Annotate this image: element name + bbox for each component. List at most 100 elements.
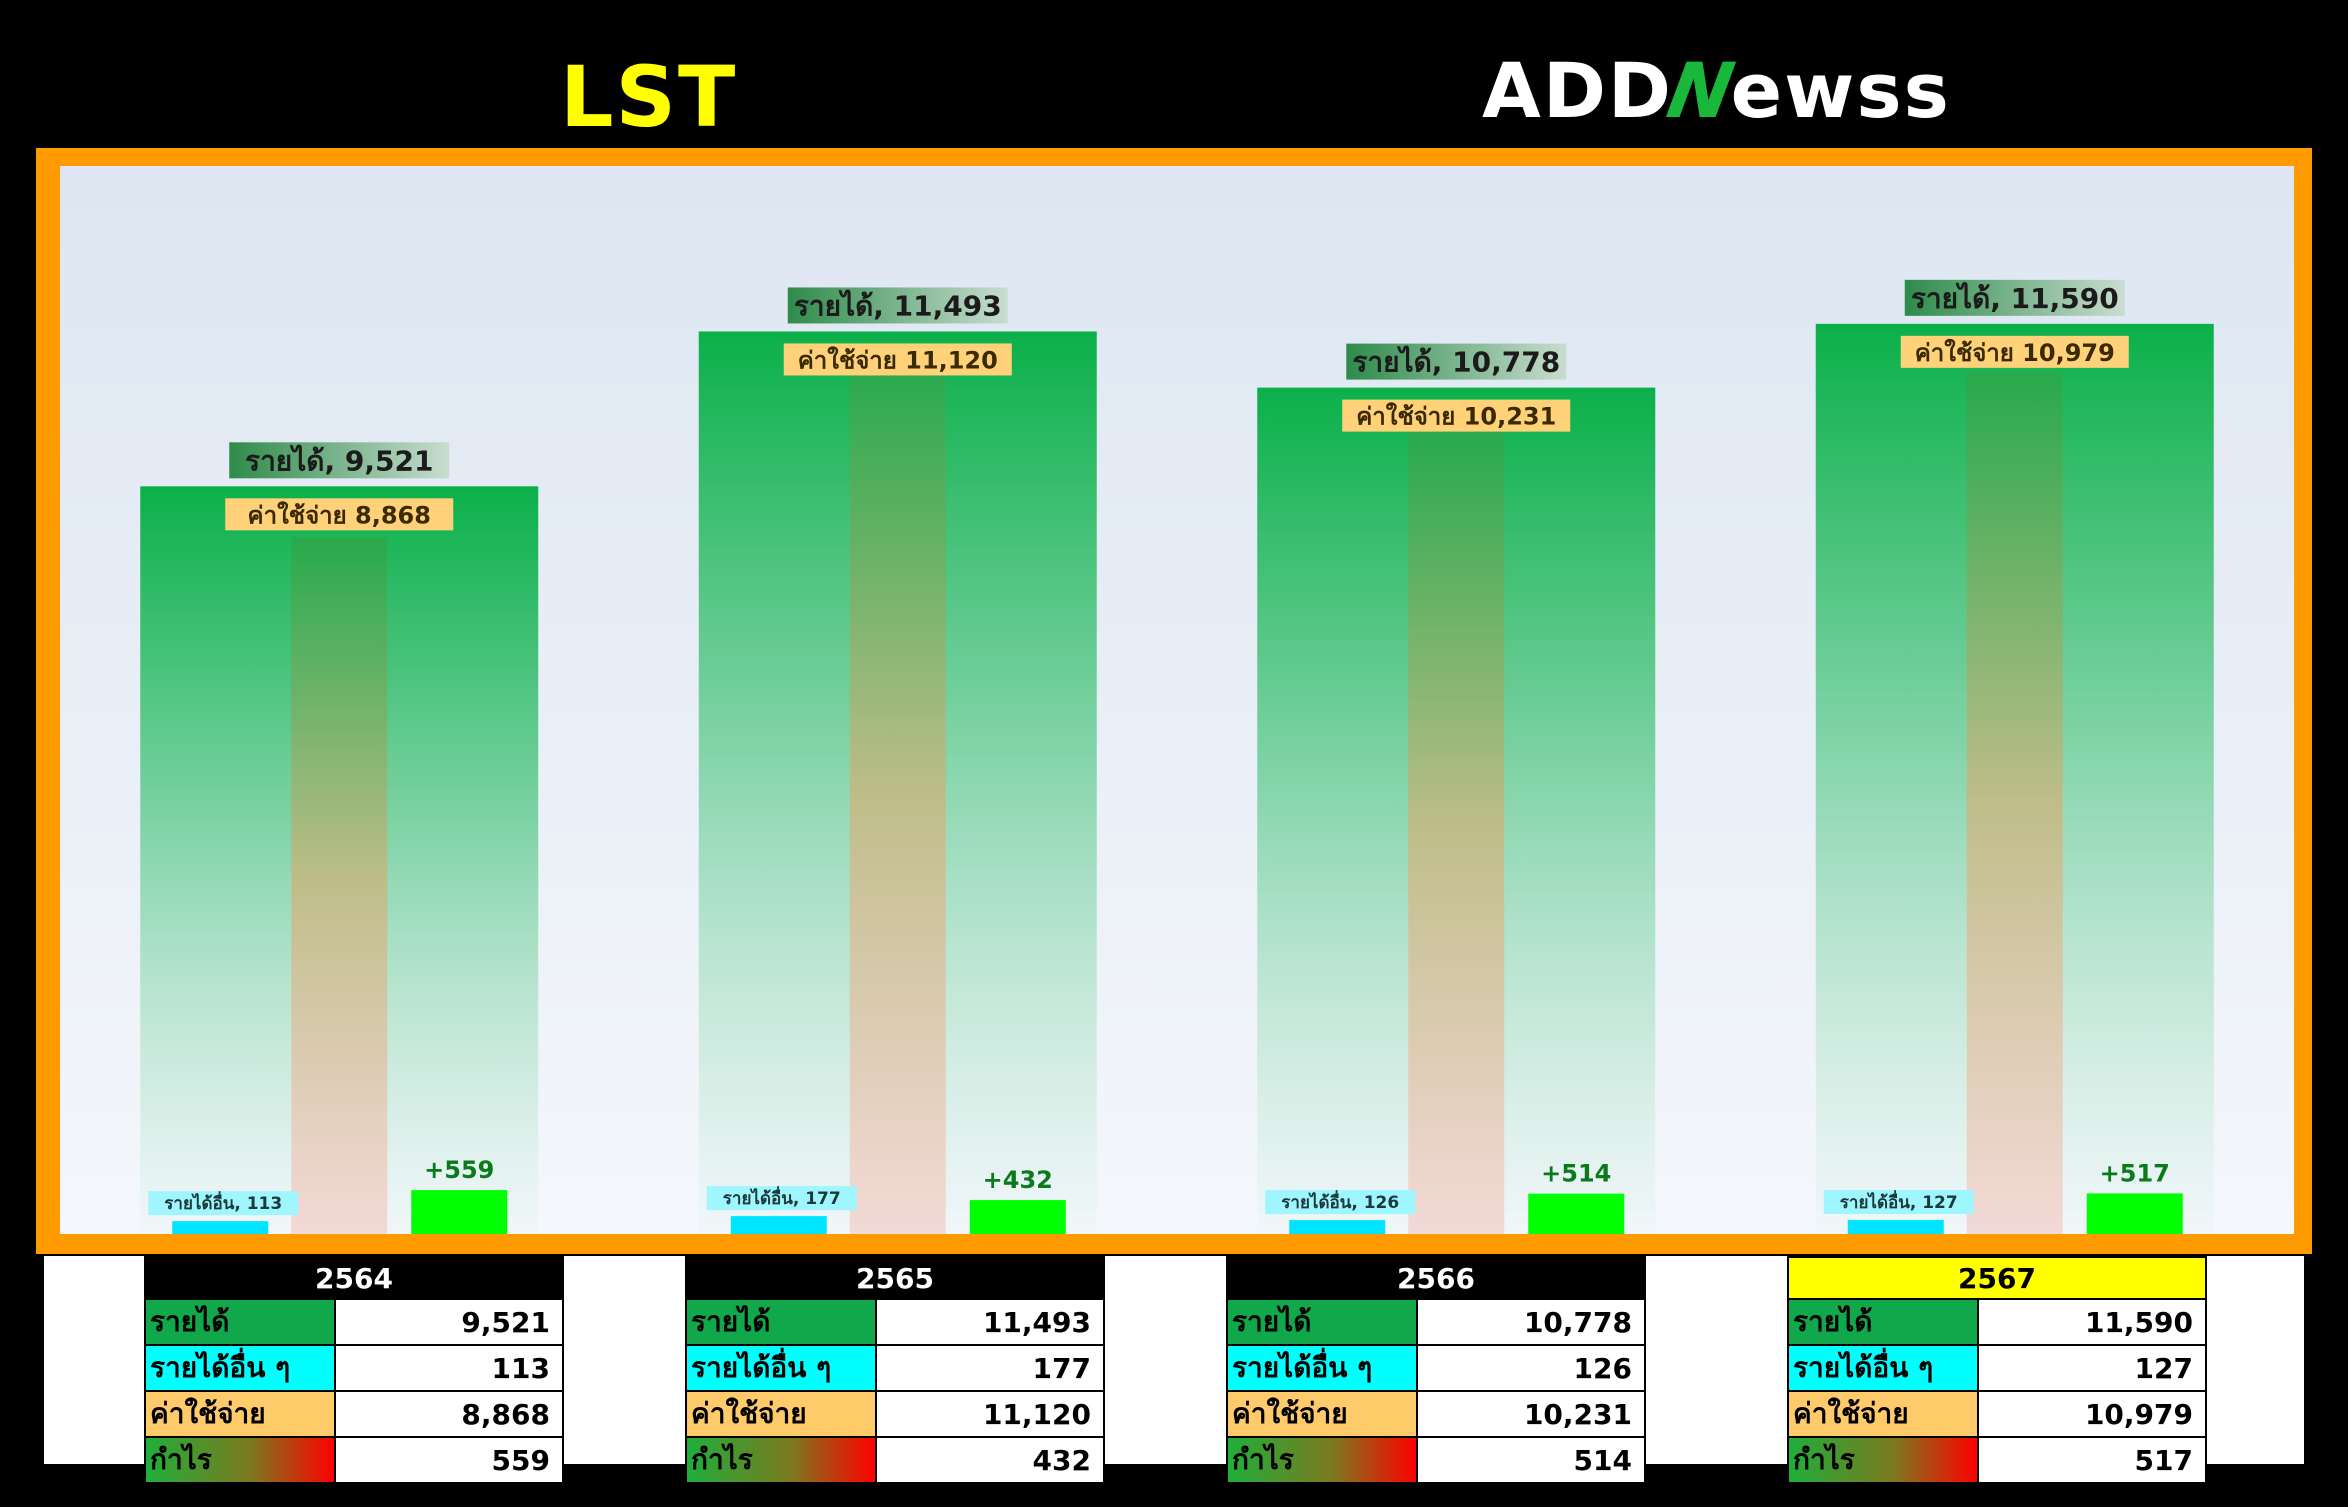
profit-label: กำไร bbox=[144, 1436, 336, 1484]
expense-label: ค่าใช้จ่าย bbox=[1787, 1390, 1979, 1438]
expense-value: 8,868 bbox=[334, 1390, 564, 1438]
profit-label: +559 bbox=[424, 1156, 494, 1184]
profit-bar bbox=[411, 1190, 508, 1234]
table-row: รายได้อื่น ๆ 126 bbox=[1226, 1344, 1646, 1392]
revenue-value: 11,590 bbox=[1977, 1298, 2207, 1346]
revenue-value: 9,521 bbox=[334, 1298, 564, 1346]
other-income-label-bg bbox=[1265, 1190, 1416, 1215]
other-income-label: รายได้อื่น, 126 bbox=[1281, 1190, 1399, 1213]
expense-label: ค่าใช้จ่าย 11,120 bbox=[798, 345, 998, 374]
table-row: รายได้อื่น ๆ 113 bbox=[144, 1344, 564, 1392]
revenue-label: รายได้ bbox=[1787, 1298, 1979, 1346]
year-table: 2566 รายได้ 10,778 รายได้อื่น ๆ 126 ค่าใช้จ่า… bbox=[1226, 1256, 1646, 1484]
year-header: 2564 bbox=[144, 1256, 564, 1300]
year-header: 2566 bbox=[1226, 1256, 1646, 1300]
other-income-label: รายได้อื่น ๆ bbox=[1226, 1344, 1418, 1392]
other-income-value: 177 bbox=[875, 1344, 1105, 1392]
table-row: กำไร 517 bbox=[1787, 1436, 2207, 1484]
revenue-label-bg bbox=[1346, 343, 1567, 380]
other-income-label-bg bbox=[148, 1191, 299, 1216]
table-row: รายได้ 10,778 bbox=[1226, 1298, 1646, 1346]
expense-label: ค่าใช้จ่าย bbox=[1226, 1390, 1418, 1438]
year-header: 2567 bbox=[1787, 1256, 2207, 1300]
summary-tables: 2564 รายได้ 9,521 รายได้อื่น ๆ 113 ค่าใช้จ่าย… bbox=[44, 1256, 2304, 1484]
other-income-bar bbox=[730, 1216, 827, 1234]
expense-label-bg bbox=[1900, 335, 2129, 368]
revenue-label: รายได้ bbox=[685, 1298, 877, 1346]
table-row: ค่าใช้จ่าย 8,868 bbox=[144, 1390, 564, 1438]
revenue-value: 10,778 bbox=[1416, 1298, 1646, 1346]
page-title: LST bbox=[560, 48, 738, 146]
logo-suffix: ewss bbox=[1730, 45, 1951, 135]
expense-value: 10,979 bbox=[1977, 1390, 2207, 1438]
other-income-label: รายได้อื่น, 127 bbox=[1840, 1190, 1958, 1213]
table-row: ค่าใช้จ่าย 10,231 bbox=[1226, 1390, 1646, 1438]
expense-value: 11,120 bbox=[875, 1390, 1105, 1438]
table-row: กำไร 432 bbox=[685, 1436, 1105, 1484]
year-header: 2565 bbox=[685, 1256, 1105, 1300]
other-income-bar bbox=[172, 1221, 269, 1234]
table-row: รายได้ 11,590 bbox=[1787, 1298, 2207, 1346]
revenue-label-bg bbox=[229, 442, 450, 479]
profit-bar bbox=[1528, 1193, 1625, 1234]
other-income-label: รายได้อื่น, 177 bbox=[723, 1186, 841, 1209]
other-income-value: 113 bbox=[334, 1344, 564, 1392]
table-row: รายได้อื่น ๆ 177 bbox=[685, 1344, 1105, 1392]
table-row: กำไร 559 bbox=[144, 1436, 564, 1484]
profit-value: 559 bbox=[334, 1436, 564, 1484]
expense-bar bbox=[1966, 371, 2063, 1234]
expense-label: ค่าใช้จ่าย bbox=[144, 1390, 336, 1438]
other-income-label: รายได้อื่น ๆ bbox=[144, 1344, 336, 1392]
expense-label-bg bbox=[225, 498, 454, 531]
other-income-label: รายได้อื่น ๆ bbox=[685, 1344, 877, 1392]
other-income-label: รายได้อื่น, 113 bbox=[164, 1191, 282, 1214]
profit-bar bbox=[969, 1200, 1066, 1234]
profit-value: 514 bbox=[1416, 1436, 1646, 1484]
revenue-label: รายได้, 11,590 bbox=[1911, 282, 2119, 315]
expense-label-bg bbox=[1342, 399, 1571, 432]
table-row: ค่าใช้จ่าย 11,120 bbox=[685, 1390, 1105, 1438]
profit-value: 432 bbox=[875, 1436, 1105, 1484]
table-row: กำไร 514 bbox=[1226, 1436, 1646, 1484]
other-income-label-bg bbox=[706, 1186, 857, 1211]
table-row: รายได้อื่น ๆ 127 bbox=[1787, 1344, 2207, 1392]
table-row: รายได้ 11,493 bbox=[685, 1298, 1105, 1346]
logo-prefix: ADD bbox=[1482, 45, 1673, 135]
expense-bar bbox=[1408, 430, 1505, 1234]
other-income-bar bbox=[1847, 1220, 1944, 1234]
expense-label-bg bbox=[783, 343, 1012, 376]
revenue-label-bg bbox=[1904, 279, 2125, 316]
profit-bar bbox=[2086, 1193, 2183, 1234]
expense-label: ค่าใช้จ่าย bbox=[685, 1390, 877, 1438]
revenue-label: รายได้ bbox=[1226, 1298, 1418, 1346]
other-income-bar bbox=[1289, 1220, 1386, 1234]
other-income-label-bg bbox=[1823, 1190, 1974, 1215]
year-table: 2567 รายได้ 11,590 รายได้อื่น ๆ 127 ค่าใช้จ่า… bbox=[1787, 1256, 2207, 1484]
expense-label: ค่าใช้จ่าย 8,868 bbox=[248, 500, 431, 529]
year-table: 2564 รายได้ 9,521 รายได้อื่น ๆ 113 ค่าใช้จ่าย… bbox=[144, 1256, 564, 1484]
profit-label: กำไร bbox=[1226, 1436, 1418, 1484]
revenue-label: รายได้, 10,778 bbox=[1352, 346, 1560, 379]
profit-label: +514 bbox=[1541, 1160, 1611, 1188]
other-income-value: 126 bbox=[1416, 1344, 1646, 1392]
table-row: ค่าใช้จ่าย 10,979 bbox=[1787, 1390, 2207, 1438]
other-income-label: รายได้อื่น ๆ bbox=[1787, 1344, 1979, 1392]
table-row: รายได้ 9,521 bbox=[144, 1298, 564, 1346]
expense-value: 10,231 bbox=[1416, 1390, 1646, 1438]
expense-label: ค่าใช้จ่าย 10,979 bbox=[1915, 338, 2115, 367]
revenue-label: รายได้, 9,521 bbox=[245, 444, 433, 477]
revenue-label: รายได้ bbox=[144, 1298, 336, 1346]
expense-bar bbox=[849, 360, 946, 1234]
revenue-label-bg bbox=[787, 287, 1008, 324]
profit-label: กำไร bbox=[685, 1436, 877, 1484]
expense-bar bbox=[291, 537, 388, 1234]
profit-label: กำไร bbox=[1787, 1436, 1979, 1484]
profit-label: +432 bbox=[983, 1166, 1053, 1194]
revenue-label: รายได้, 11,493 bbox=[794, 289, 1002, 322]
bar-chart-svg: รายได้, 9,521 ค่าใช้จ่าย 8,868 รายได้อื่น,… bbox=[140, 279, 2214, 1234]
other-income-value: 127 bbox=[1977, 1344, 2207, 1392]
expense-label: ค่าใช้จ่าย 10,231 bbox=[1356, 402, 1556, 431]
profit-label: +517 bbox=[2100, 1159, 2170, 1187]
chart-plot-area: รายได้, 9,521 ค่าใช้จ่าย 8,868 รายได้อื่น,… bbox=[60, 166, 2294, 1234]
